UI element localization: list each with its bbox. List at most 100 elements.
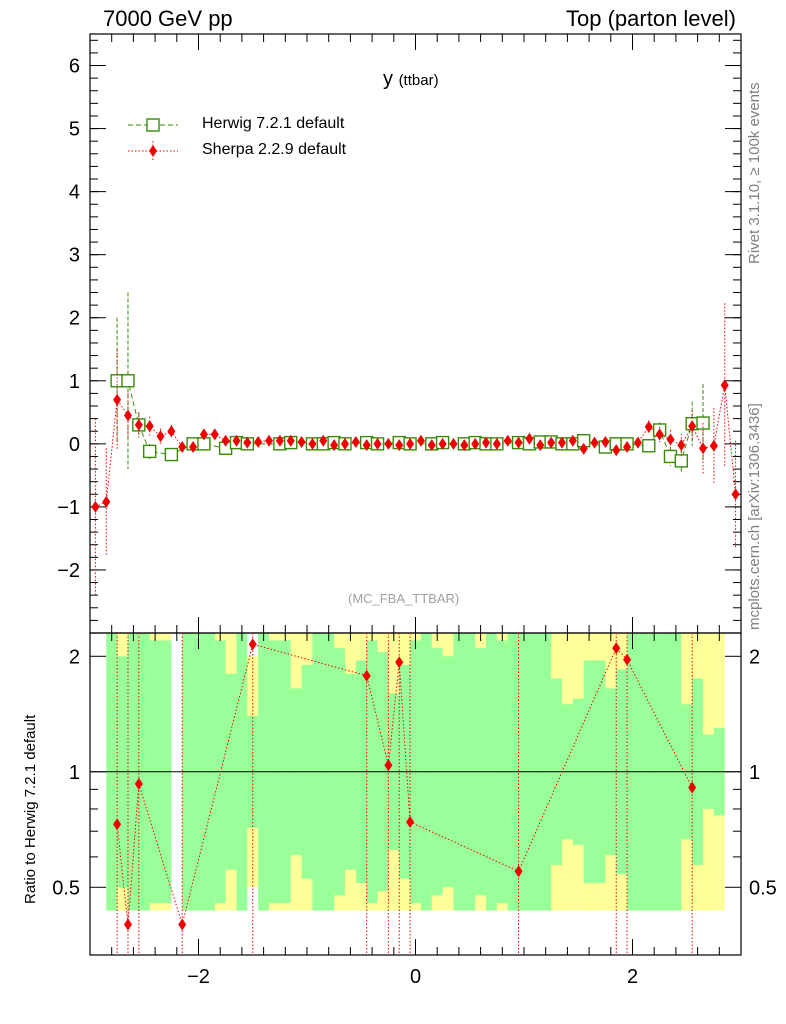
sherpa-point xyxy=(438,437,447,450)
legend-label-sherpa: Sherpa 2.2.9 default xyxy=(202,141,347,158)
sherpa-point xyxy=(449,437,458,450)
sherpa-point xyxy=(275,434,284,447)
ratio-x-tick-label: 2 xyxy=(627,966,638,988)
sherpa-point xyxy=(210,428,219,441)
ratio-sherpa-point xyxy=(395,656,404,669)
sherpa-point xyxy=(221,434,230,447)
sherpa-point xyxy=(720,379,729,392)
ratio-sherpa-point xyxy=(406,815,415,828)
herwig-point xyxy=(142,444,157,459)
sherpa-point xyxy=(601,435,610,448)
main-y-tick-label: 2 xyxy=(69,308,80,330)
herwig-point xyxy=(642,439,656,453)
herwig-point xyxy=(674,454,689,468)
sherpa-point xyxy=(568,434,577,447)
plot-title: y (ttbar) xyxy=(383,68,439,91)
sherpa-point xyxy=(525,432,534,445)
sherpa-point xyxy=(471,437,480,450)
sherpa-point xyxy=(547,436,556,449)
sherpa-point xyxy=(644,420,653,433)
sherpa-point xyxy=(362,439,371,452)
sherpa-point xyxy=(308,437,317,450)
sherpa-point xyxy=(731,488,740,501)
sherpa-point xyxy=(102,495,111,508)
sherpa-point xyxy=(134,418,143,431)
sherpa-series xyxy=(91,303,740,596)
ratio-y-tick-label: 2 xyxy=(69,646,80,668)
ratio-sherpa-point xyxy=(384,759,393,772)
ratio-sherpa-point xyxy=(113,818,122,831)
sherpa-point xyxy=(297,435,306,448)
sherpa-point xyxy=(557,436,566,449)
sherpa-point xyxy=(340,437,349,450)
sherpa-point xyxy=(492,437,501,450)
ratio-sherpa-point xyxy=(178,918,187,931)
sherpa-point xyxy=(427,439,436,452)
legend-markers xyxy=(128,118,178,161)
sherpa-point xyxy=(395,439,404,452)
sherpa-point xyxy=(113,393,122,406)
legend-label-herwig: Herwig 7.2.1 default xyxy=(202,115,345,132)
sherpa-point xyxy=(373,437,382,450)
ratio-sherpa-point xyxy=(134,777,143,790)
ratio-y-tick-label: 1 xyxy=(69,762,80,784)
sherpa-point xyxy=(330,439,339,452)
sherpa-point xyxy=(254,435,263,448)
ratio-sherpa-point xyxy=(514,865,523,878)
legend-sherpa-marker xyxy=(149,145,157,157)
sherpa-point xyxy=(579,442,588,455)
ratio-series xyxy=(113,633,697,955)
sherpa-point xyxy=(590,436,599,449)
sherpa-point xyxy=(178,440,187,453)
axis-ticks: −2 −1 0 1 2 3 4 5 6 −2 0 2 0.5 0.5 1 1 2 2 xyxy=(52,34,777,988)
rivet-label: Rivet 3.1.10, ≥ 100k events xyxy=(746,82,763,264)
ratio-y-tick-label-right: 2 xyxy=(749,646,760,668)
header-process: Top (parton level) xyxy=(566,6,736,31)
header-energy: 7000 GeV pp xyxy=(103,6,233,31)
main-y-tick-label: 3 xyxy=(69,245,80,267)
sherpa-point xyxy=(514,436,523,449)
analysis-tag: (MC_FBA_TTBAR) xyxy=(348,591,460,606)
sherpa-point xyxy=(145,420,154,433)
legend-herwig-marker xyxy=(146,118,160,132)
plot-title-sub: (ttbar) xyxy=(398,72,439,89)
main-y-tick-label: −2 xyxy=(57,560,80,582)
ratio-sherpa-point xyxy=(123,918,132,931)
sherpa-point xyxy=(406,437,415,450)
sherpa-point xyxy=(612,444,621,457)
sherpa-point xyxy=(623,440,632,453)
ratio-sherpa-point xyxy=(362,669,371,682)
mcplots-label: mcplots.cern.ch [arXiv:1306.3436] xyxy=(746,403,763,630)
sherpa-point xyxy=(156,430,165,443)
sherpa-point xyxy=(384,437,393,450)
sherpa-point xyxy=(123,409,132,422)
ratio-sherpa-point xyxy=(623,653,632,666)
sherpa-point xyxy=(232,434,241,447)
sherpa-point xyxy=(189,440,198,453)
sherpa-point xyxy=(91,500,100,513)
sherpa-point xyxy=(460,439,469,452)
sherpa-point xyxy=(688,420,697,433)
ratio-y-tick-label-right: 1 xyxy=(749,762,760,784)
ratio-sherpa-point xyxy=(688,781,697,794)
sherpa-point xyxy=(699,442,708,455)
herwig-series xyxy=(110,292,710,473)
main-y-tick-label: 5 xyxy=(69,119,80,141)
herwig-point xyxy=(121,374,135,388)
sherpa-point xyxy=(482,436,491,449)
main-y-tick-label: 0 xyxy=(69,434,80,456)
sherpa-point xyxy=(243,436,252,449)
sherpa-point xyxy=(199,428,208,441)
sherpa-point xyxy=(351,435,360,448)
sherpa-point xyxy=(265,434,274,447)
sherpa-point xyxy=(666,433,675,446)
sherpa-point xyxy=(503,434,512,447)
main-y-tick-label: 4 xyxy=(69,182,80,204)
ratio-y-tick-label-right: 0.5 xyxy=(749,877,777,899)
main-y-tick-label: −1 xyxy=(57,497,80,519)
sherpa-point xyxy=(677,439,686,452)
plot-title-main: y xyxy=(383,68,393,90)
ratio-sherpa-point xyxy=(612,642,621,655)
main-y-tick-label: 1 xyxy=(69,371,80,393)
